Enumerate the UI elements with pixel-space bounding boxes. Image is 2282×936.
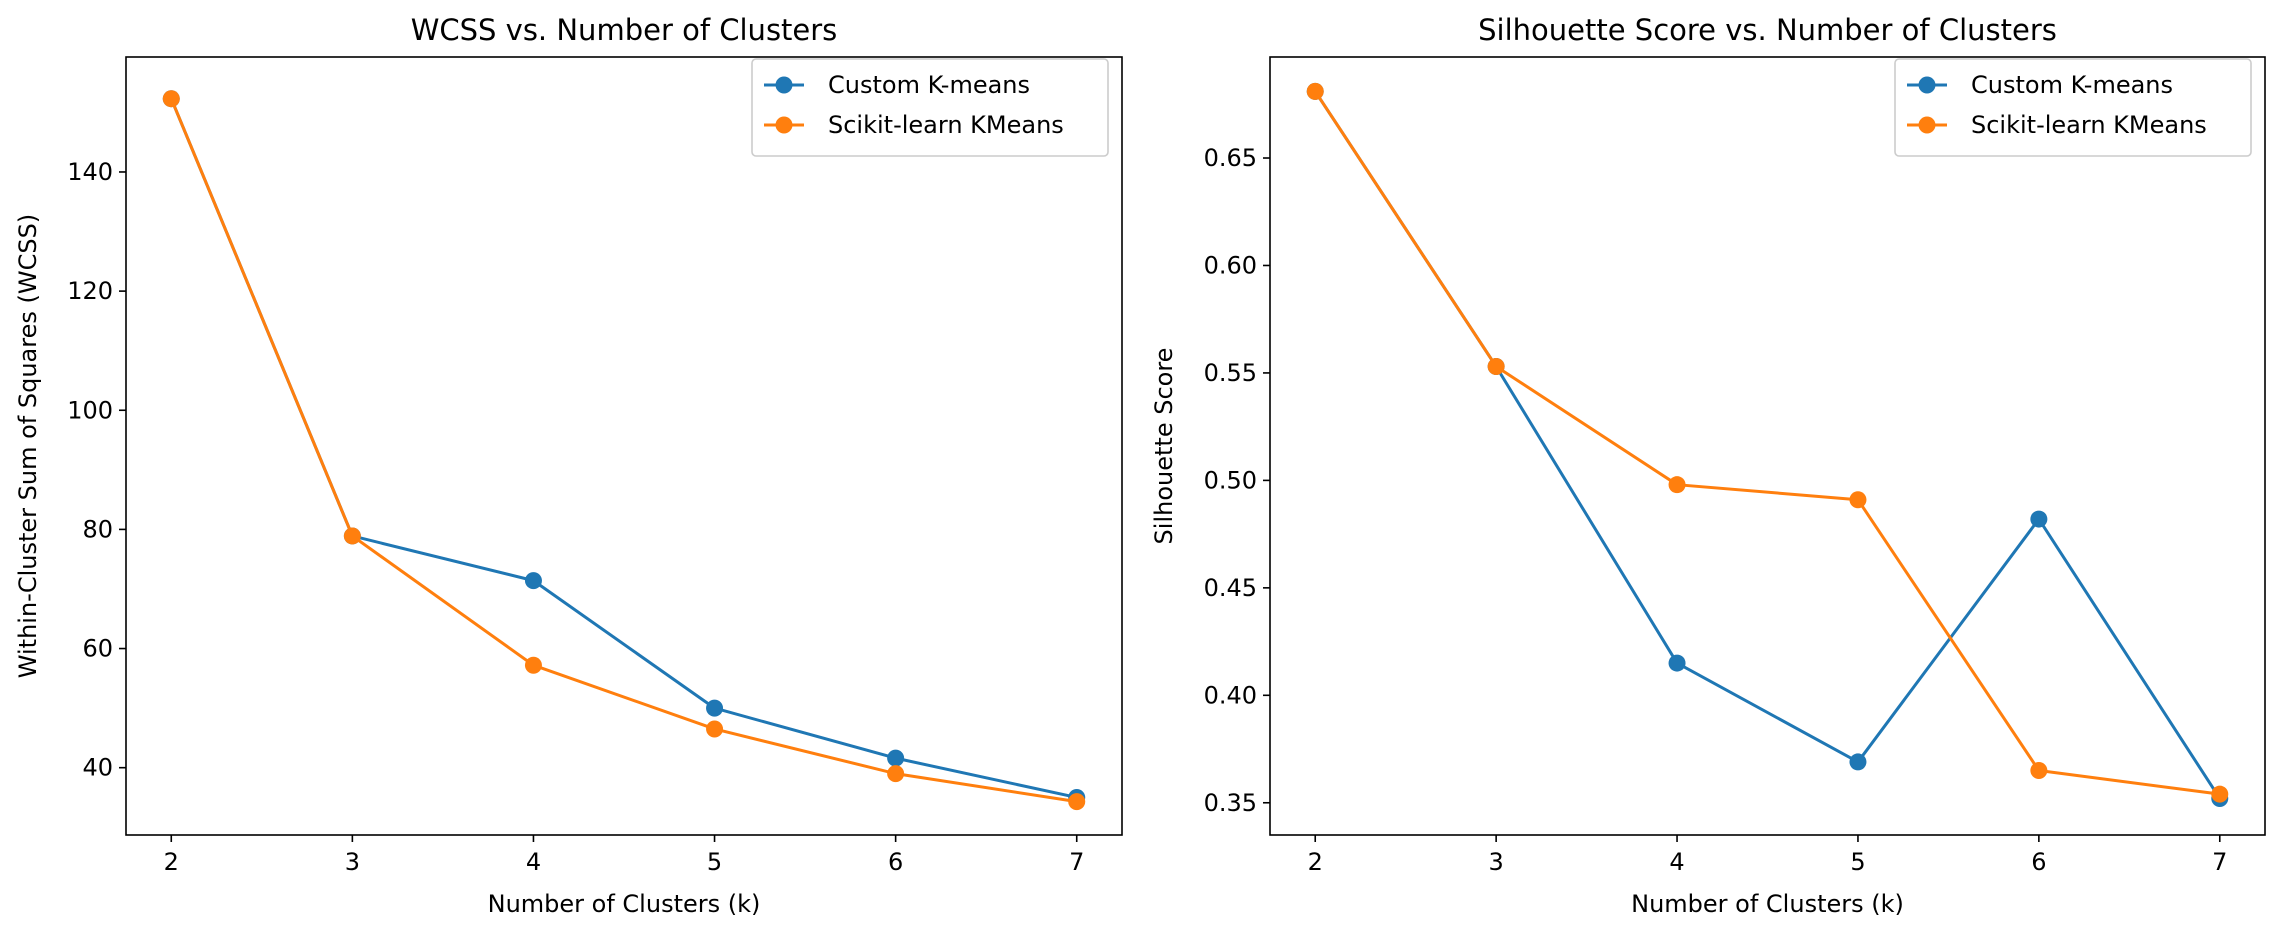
- x-tick-label: 2: [1308, 848, 1323, 876]
- x-tick-label: 7: [1069, 848, 1084, 876]
- data-point-series-1: [162, 90, 180, 108]
- y-tick-label: 60: [82, 635, 113, 663]
- x-tick-label: 7: [2212, 848, 2227, 876]
- data-point-series-1: [524, 656, 542, 674]
- legend-label-1: Scikit-learn KMeans: [828, 111, 1064, 139]
- y-tick-label: 0.55: [1204, 359, 1257, 387]
- data-point-series-0: [1668, 654, 1686, 672]
- data-point-series-1: [2211, 785, 2229, 803]
- series-line-1: [169, 97, 1079, 804]
- y-tick-label: 120: [67, 277, 113, 305]
- legend: Custom K-means Scikit-learn KMeans: [1894, 58, 2252, 157]
- legend-box: [751, 58, 1109, 157]
- data-point-series-1: [1487, 357, 1505, 375]
- legend-marker-0: [775, 76, 793, 94]
- data-point-series-1: [706, 720, 724, 738]
- series-line-0: [169, 97, 1079, 799]
- data-point-series-1: [887, 765, 905, 783]
- x-tick-label: 3: [345, 848, 360, 876]
- legend-label-1: Scikit-learn KMeans: [1971, 111, 2207, 139]
- x-tick-label: 5: [707, 848, 722, 876]
- x-tick-label: 4: [1669, 848, 1684, 876]
- x-axis-label: Number of Clusters (k): [488, 890, 761, 918]
- legend-label-0: Custom K-means: [828, 71, 1030, 99]
- data-point-series-0: [2030, 510, 2048, 528]
- y-tick-label: 140: [67, 158, 113, 186]
- data-point-series-0: [1849, 753, 1867, 771]
- y-tick-label: 0.65: [1204, 144, 1257, 172]
- y-tick-label: 100: [67, 396, 113, 424]
- series-line-0: [1313, 89, 2222, 800]
- x-tick-label: 6: [2031, 848, 2046, 876]
- legend-label-0: Custom K-means: [1971, 71, 2173, 99]
- legend: Custom K-means Scikit-learn KMeans: [751, 58, 1109, 157]
- legend-box: [1894, 58, 2252, 157]
- legend-marker-1: [775, 116, 793, 134]
- legend-marker-1: [1918, 116, 1936, 134]
- y-tick-label: 0.40: [1204, 681, 1257, 709]
- y-tick-label: 0.60: [1204, 251, 1257, 279]
- x-tick-label: 3: [1488, 848, 1503, 876]
- x-tick-label: 6: [888, 848, 903, 876]
- data-point-series-0: [706, 699, 724, 717]
- x-axis-label: Number of Clusters (k): [1631, 890, 1904, 918]
- y-tick-label: 0.35: [1204, 789, 1257, 817]
- x-tick-label: 2: [164, 848, 179, 876]
- y-axis-label: Silhouette Score: [1150, 348, 1178, 545]
- silhouette-chart: Silhouette Score vs. Number of Clusters 2…: [1150, 13, 2266, 918]
- plot-frame: [125, 56, 1123, 836]
- data-point-series-0: [524, 572, 542, 590]
- chart-title: WCSS vs. Number of Clusters: [411, 13, 838, 47]
- data-point-series-1: [1849, 491, 1867, 509]
- plot-frame: [1269, 56, 2266, 836]
- y-tick-label: 80: [82, 515, 113, 543]
- y-tick-label: 0.50: [1204, 466, 1257, 494]
- data-point-series-1: [2030, 762, 2048, 780]
- x-tick-label: 5: [1850, 848, 1865, 876]
- x-tick-label: 4: [526, 848, 541, 876]
- y-tick-label: 0.45: [1204, 574, 1257, 602]
- y-axis-label: Within-Cluster Sum of Squares (WCSS): [14, 214, 42, 678]
- data-point-series-1: [343, 527, 361, 545]
- chart-title: Silhouette Score vs. Number of Clusters: [1478, 13, 2057, 47]
- wcss-chart: WCSS vs. Number of Clusters 2 3 4 5 6 7 40 60 80 1…: [14, 13, 1123, 918]
- y-tick-label: 40: [82, 754, 113, 782]
- legend-marker-0: [1918, 76, 1936, 94]
- series-line-1: [1313, 89, 2222, 796]
- data-point-series-1: [1306, 82, 1324, 100]
- data-point-series-0: [887, 749, 905, 767]
- data-point-series-1: [1068, 793, 1086, 811]
- data-point-series-1: [1668, 476, 1686, 494]
